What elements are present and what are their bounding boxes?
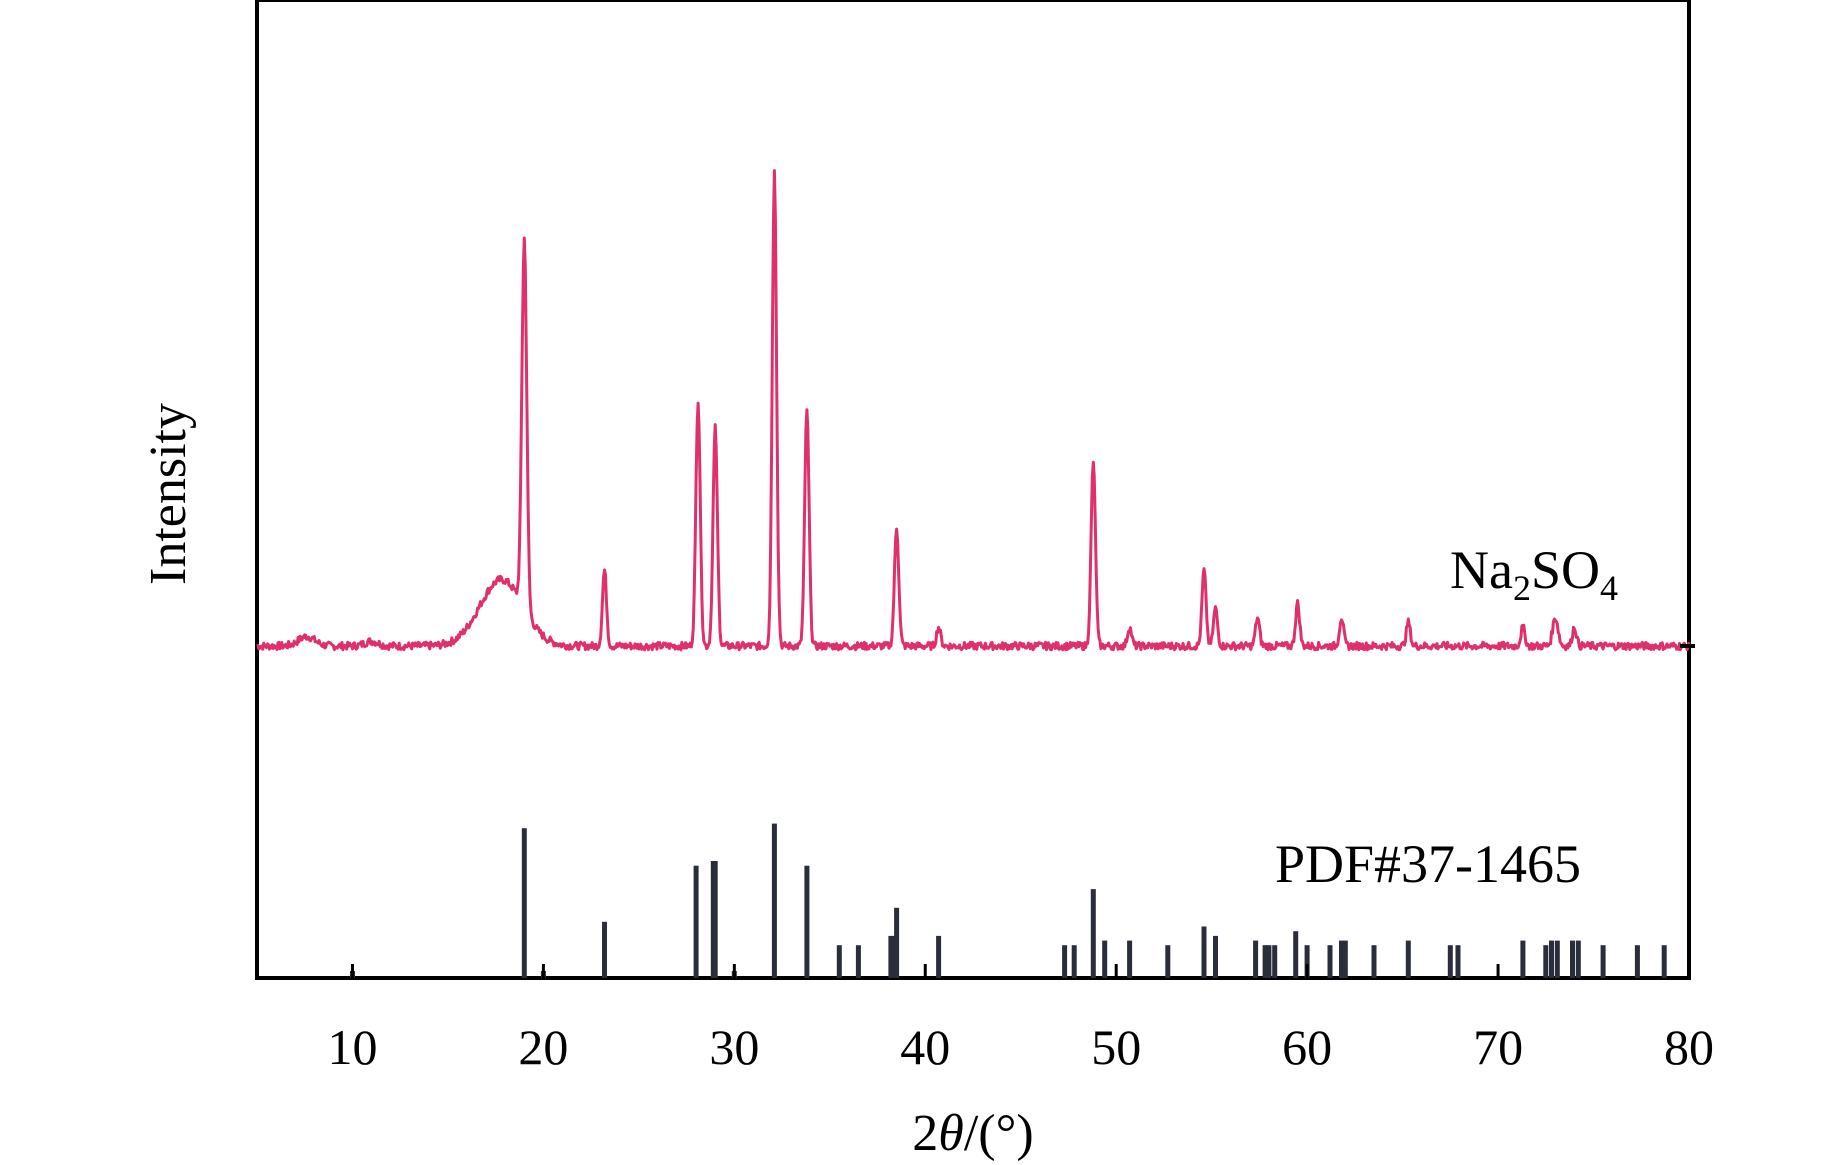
reference-stick (1262, 945, 1268, 978)
reference-stick (1543, 945, 1549, 978)
reference-stick (602, 921, 607, 978)
plot-frame (255, 0, 1691, 980)
y-axis-title: Intensity (140, 403, 197, 585)
reference-stick (888, 935, 894, 978)
reference-stick (771, 823, 777, 978)
reference-stick (1520, 940, 1526, 978)
reference-stick (1661, 945, 1667, 978)
x-tick-label: 20 (518, 1019, 568, 1075)
reference-stick (1600, 945, 1606, 978)
reference-stick (712, 861, 718, 978)
reference-stick (1342, 940, 1348, 978)
reference-stick (1554, 940, 1560, 978)
reference-stick (1127, 940, 1133, 978)
x-tick-label: 80 (1664, 1019, 1714, 1075)
reference-stick (1253, 940, 1259, 978)
reference-stick (855, 945, 861, 978)
reference-stick (1201, 926, 1207, 978)
reference-stick (936, 935, 942, 978)
x-tick-label: 30 (709, 1019, 759, 1075)
reference-stick (1405, 940, 1411, 978)
reference-stick (804, 865, 810, 978)
reference-stick (894, 907, 900, 978)
reference-stick (1570, 940, 1575, 978)
x-axis-title: 2θ/(°) (912, 1105, 1033, 1162)
x-axis-tick-labels: 10 20 30 40 50 60 70 80 (327, 1019, 1714, 1075)
x-tick-label: 50 (1091, 1019, 1141, 1075)
reference-stick (1213, 935, 1218, 978)
x-tick-label: 60 (1282, 1019, 1332, 1075)
x-tick-label: 70 (1473, 1019, 1523, 1075)
reference-stick (1293, 931, 1299, 978)
reference-stick (1272, 945, 1278, 978)
reference-stick (521, 828, 527, 978)
reference-stick (1455, 945, 1461, 978)
reference-stick (1071, 945, 1077, 978)
reference-stick (1327, 945, 1333, 978)
reference-stick (1165, 945, 1171, 978)
reference-stick (1090, 889, 1096, 978)
series-label-reference: PDF#37-1465 (1275, 834, 1581, 894)
measured-pattern-line (256, 169, 1691, 652)
reference-stick (1102, 940, 1108, 978)
reference-stick (1447, 945, 1453, 978)
reference-stick (1549, 940, 1554, 978)
reference-stick (1339, 940, 1344, 978)
x-axis-ticks (350, 964, 1691, 978)
series-label-na2so4: Na2SO4 (1450, 540, 1618, 608)
reference-pattern (350, 823, 1667, 978)
reference-stick (693, 865, 699, 978)
x-tick-label: 40 (900, 1019, 950, 1075)
reference-stick (836, 945, 842, 978)
reference-stick (1634, 945, 1640, 978)
x-tick-label: 10 (327, 1019, 377, 1075)
reference-stick (1266, 945, 1272, 978)
reference-stick (1371, 945, 1377, 978)
reference-stick (1062, 945, 1068, 978)
reference-stick (1575, 940, 1581, 978)
reference-stick (1304, 945, 1310, 978)
